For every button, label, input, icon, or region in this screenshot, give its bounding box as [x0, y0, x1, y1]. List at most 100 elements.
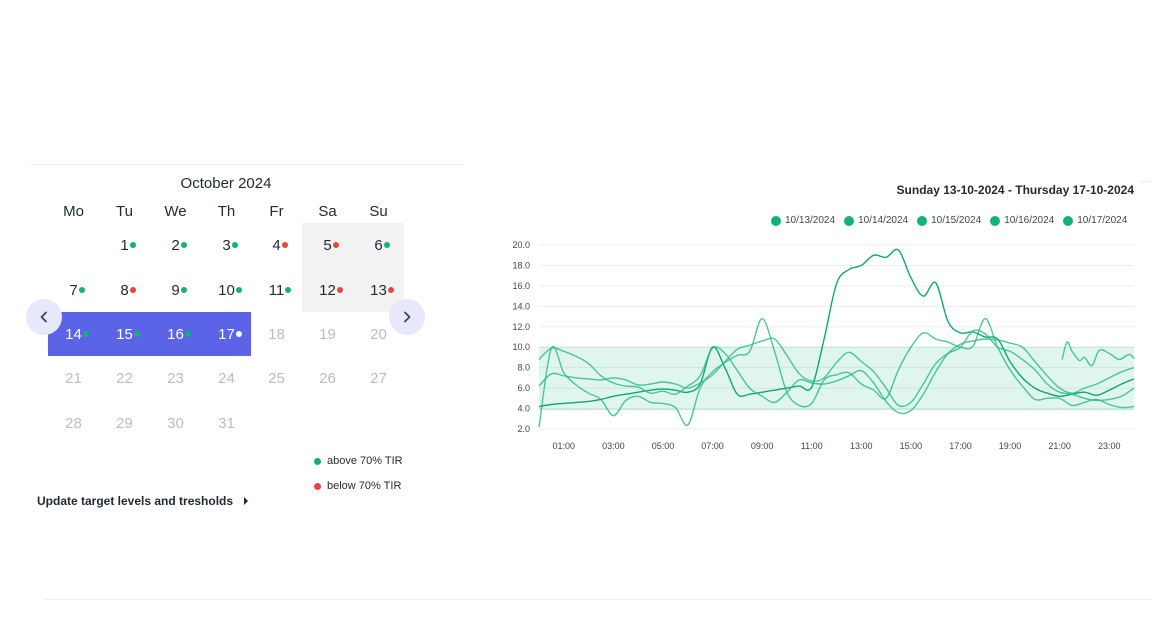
- weekday-header: Su: [369, 203, 388, 220]
- chart-legend-item: 10/17/2024: [1063, 215, 1127, 226]
- tir-status-dot: [281, 242, 288, 248]
- calendar-panel: October 2024 above 70% TIR below 70% TIR…: [0, 0, 470, 627]
- calendar-day-20[interactable]: 20: [353, 312, 404, 356]
- day-number: 15: [116, 326, 140, 343]
- y-tick-label: 6.0: [517, 383, 530, 393]
- red-dot-icon: [314, 482, 321, 490]
- calendar-day-3[interactable]: 3: [201, 223, 252, 267]
- highlighted-weekends: [302, 223, 404, 312]
- day-number: 19: [319, 325, 336, 343]
- tir-status-dot: [332, 242, 339, 248]
- legend-label: below 70% TIR: [327, 480, 402, 492]
- legend-dot-icon: [1063, 215, 1074, 226]
- weekday-header: Fr: [269, 203, 284, 220]
- calendar-day-25[interactable]: 25: [251, 356, 302, 400]
- chart-legend-item: 10/13/2024: [771, 215, 835, 226]
- update-target-levels-link[interactable]: Update target levels and tresholds: [37, 494, 249, 508]
- calendar-day-16[interactable]: 16: [150, 312, 201, 356]
- day-number: 12: [319, 282, 343, 299]
- calendar-day-7[interactable]: 7: [48, 268, 99, 312]
- glucose-line-chart: 20.0 18.0 16.0 14.0 12.0 10.0 8.0 6.0 4.0 2.0 01:0…: [512, 240, 1135, 451]
- series-line-10-14-2024: [538, 248, 1135, 408]
- day-number: 21: [65, 369, 82, 387]
- day-number: 4: [272, 237, 288, 254]
- day-number: 24: [218, 369, 235, 387]
- calendar-day-28[interactable]: 28: [48, 401, 99, 445]
- weekday-header: Mo: [63, 203, 84, 220]
- day-number: 9: [171, 282, 187, 299]
- tir-status-dot: [82, 331, 89, 337]
- calendar-day-27[interactable]: 27: [353, 356, 404, 400]
- calendar-day-10[interactable]: 10: [201, 268, 252, 312]
- calendar-day-15[interactable]: 15: [99, 312, 150, 356]
- y-tick-label: 10.0: [512, 342, 530, 352]
- calendar-day-14[interactable]: 14: [48, 312, 99, 356]
- legend-below-tir: below 70% TIR: [314, 480, 401, 492]
- day-number: 28: [65, 414, 82, 432]
- x-tick-label: 09:00: [751, 441, 774, 451]
- selected-range-highlight: [48, 312, 251, 356]
- calendar-day-2[interactable]: 2: [150, 223, 201, 267]
- day-number: 30: [167, 414, 184, 432]
- x-tick-label: 07:00: [701, 441, 724, 451]
- day-number: 16: [167, 326, 191, 343]
- y-tick-label: 16.0: [512, 281, 530, 291]
- legend-dot-icon: [771, 215, 781, 226]
- calendar-day-12[interactable]: 12: [302, 268, 353, 312]
- calendar-day-5[interactable]: 5: [302, 223, 353, 267]
- calendar-day-17[interactable]: 17: [201, 312, 252, 356]
- chart-legend-item: 10/16/2024: [990, 215, 1054, 226]
- calendar-day-8[interactable]: 8: [99, 268, 150, 312]
- calendar-day-19[interactable]: 19: [302, 312, 353, 356]
- previous-month-button[interactable]: [26, 299, 62, 335]
- y-tick-label: 8.0: [517, 363, 530, 373]
- calendar-day-11[interactable]: 11: [251, 268, 302, 312]
- calendar-day-24[interactable]: 24: [201, 356, 252, 400]
- calendar-day-1[interactable]: 1: [99, 223, 150, 267]
- target-range-band: [539, 347, 1134, 410]
- update-link-label: Update target levels and tresholds: [37, 494, 234, 508]
- divider: [1140, 181, 1153, 182]
- tir-status-dot: [383, 242, 390, 248]
- x-tick-label: 11:00: [801, 441, 823, 451]
- tir-status-dot: [129, 242, 136, 248]
- day-number: 17: [218, 326, 242, 343]
- day-number: 31: [218, 414, 235, 432]
- day-number: 6: [374, 237, 390, 254]
- tir-status-dot: [78, 287, 85, 293]
- divider: [44, 599, 1153, 600]
- y-tick-label: 14.0: [512, 301, 530, 311]
- calendar-day-9[interactable]: 9: [150, 268, 201, 312]
- series-line-10-13-2024: [538, 317, 1135, 428]
- chart-legend: 10/13/2024 10/14/2024 10/15/2024 10/16/2024…: [771, 215, 1127, 226]
- calendar-day-29[interactable]: 29: [99, 401, 150, 445]
- calendar-day-22[interactable]: 22: [99, 356, 150, 400]
- day-number: 23: [167, 369, 184, 387]
- tir-status-dot: [235, 331, 242, 337]
- day-number: 7: [69, 282, 85, 299]
- next-month-button[interactable]: [389, 299, 425, 335]
- tir-status-dot: [184, 331, 191, 337]
- calendar-day-13[interactable]: 13: [353, 268, 404, 312]
- weekday-header: We: [164, 203, 187, 220]
- x-tick-label: 05:00: [652, 441, 675, 451]
- calendar-day-30[interactable]: 30: [150, 401, 201, 445]
- calendar-day-23[interactable]: 23: [150, 356, 201, 400]
- y-tick-label: 12.0: [512, 322, 530, 332]
- calendar-day-31[interactable]: 31: [201, 401, 252, 445]
- calendar-day-4[interactable]: 4: [251, 223, 302, 267]
- x-tick-label: 23:00: [1098, 441, 1121, 451]
- calendar-day-6[interactable]: 6: [353, 223, 404, 267]
- day-number: 5: [323, 237, 339, 254]
- legend-above-tir: above 70% TIR: [314, 455, 403, 467]
- tir-status-dot: [235, 287, 242, 293]
- calendar-day-21[interactable]: 21: [48, 356, 99, 400]
- calendar-day-26[interactable]: 26: [302, 356, 353, 400]
- day-number: 13: [370, 282, 394, 299]
- chart-legend-label: 10/15/2024: [931, 215, 982, 226]
- y-tick-label: 2.0: [517, 424, 530, 434]
- legend-label: above 70% TIR: [327, 455, 403, 467]
- caret-right-icon: [244, 497, 249, 505]
- calendar-day-18[interactable]: 18: [251, 312, 302, 356]
